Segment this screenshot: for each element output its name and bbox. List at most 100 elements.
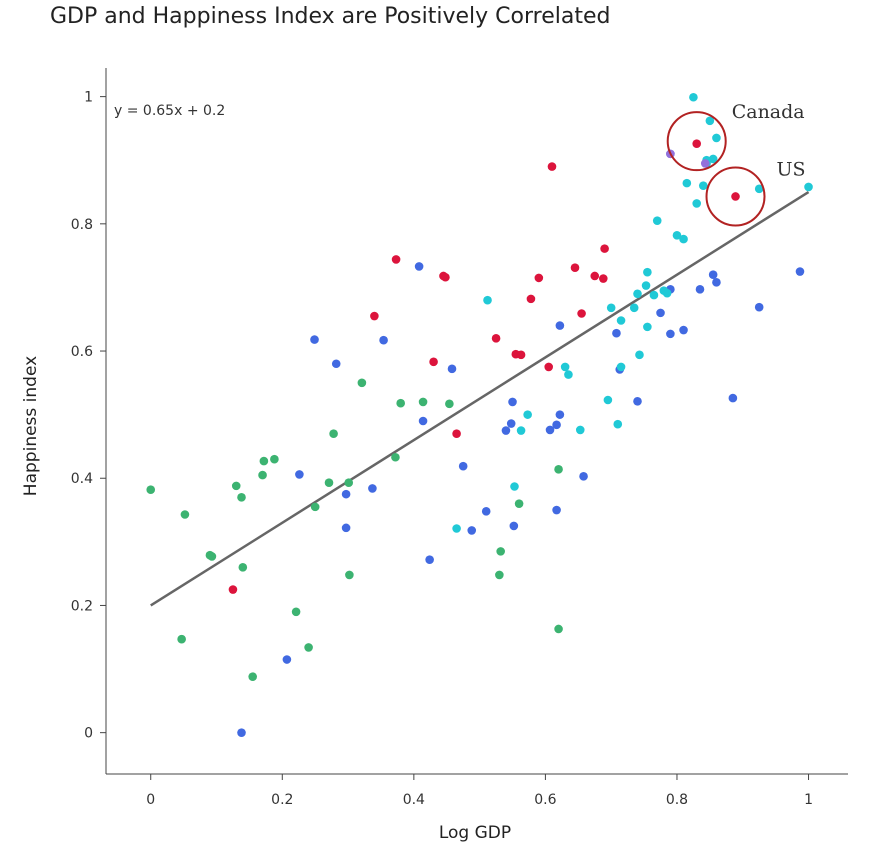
data-point — [496, 547, 505, 556]
y-tick-label: 0.8 — [71, 217, 93, 233]
annotation-circle — [666, 111, 727, 172]
data-point — [708, 270, 718, 280]
trendline-equation: y = 0.65x + 0.2 — [114, 103, 225, 119]
data-point — [258, 470, 267, 480]
data-point — [467, 526, 477, 535]
data-point — [795, 267, 805, 276]
data-point — [391, 255, 401, 264]
data-point — [270, 454, 279, 464]
data-point — [545, 425, 555, 435]
data-point — [248, 672, 257, 681]
data-point — [708, 154, 718, 164]
data-point — [662, 288, 672, 298]
data-point — [329, 429, 338, 439]
annotation-label: Canada — [732, 101, 805, 123]
data-point — [616, 362, 626, 372]
data-point — [641, 281, 651, 290]
chart-title: GDP and Happiness Index are Positively C… — [50, 4, 611, 29]
data-point — [712, 278, 721, 287]
y-tick-label: 0.2 — [71, 598, 93, 614]
data-point — [705, 116, 715, 126]
data-point — [555, 321, 565, 330]
y-axis-title: Happiness index — [21, 356, 41, 496]
x-tick-label: 0 — [146, 792, 155, 808]
annotation-label: US — [777, 158, 806, 180]
data-point — [418, 397, 428, 407]
data-point — [613, 419, 623, 429]
data-point — [429, 357, 438, 367]
data-point — [616, 316, 626, 325]
data-point — [509, 521, 519, 531]
data-point — [672, 230, 682, 240]
data-point — [516, 426, 526, 435]
data-point — [483, 295, 492, 305]
data-point — [396, 398, 405, 408]
data-point — [282, 655, 292, 664]
data-point — [447, 364, 457, 374]
data-point — [458, 461, 468, 471]
data-point — [754, 184, 764, 194]
data-point — [600, 244, 609, 253]
data-point — [514, 499, 524, 508]
data-point — [649, 290, 659, 300]
annotation-circle — [705, 166, 766, 227]
data-point — [310, 335, 319, 344]
y-tick-label: 0.4 — [71, 471, 93, 487]
trendline-layer: y = 0.65x + 0.2 — [114, 103, 810, 607]
data-point — [534, 273, 544, 283]
x-tick-label: 1 — [804, 792, 813, 808]
data-point — [656, 308, 665, 318]
data-point — [259, 456, 269, 466]
data-point — [506, 419, 516, 428]
data-point — [304, 643, 313, 652]
data-point — [344, 478, 354, 487]
axes: 0 0.2 0.4 0.6 0.8 1 0 0.2 0.4 0.6 0.8 1 Log GDP Happi… — [21, 68, 848, 843]
data-point — [577, 309, 586, 318]
data-point — [689, 92, 698, 102]
data-point — [391, 452, 400, 462]
y-tick-label: 1 — [84, 90, 93, 106]
data-point — [554, 465, 563, 474]
data-point — [804, 182, 813, 192]
data-point — [612, 328, 621, 338]
data-point — [341, 523, 351, 533]
data-point — [544, 362, 554, 372]
data-point — [516, 350, 526, 360]
data-point — [652, 216, 662, 225]
data-point — [495, 570, 504, 580]
data-point — [712, 133, 721, 143]
data-point — [177, 634, 186, 644]
data-point — [698, 181, 708, 190]
data-point — [700, 159, 710, 168]
data-point — [603, 395, 613, 405]
annotation-layer: Canada US — [666, 101, 806, 227]
data-point — [731, 192, 740, 201]
data-point — [228, 585, 238, 594]
data-point — [379, 335, 388, 345]
data-point — [523, 410, 532, 419]
data-point — [180, 510, 190, 519]
data-point — [643, 322, 652, 332]
data-point — [560, 362, 570, 372]
data-point — [370, 311, 379, 321]
data-point — [231, 481, 241, 491]
data-point — [682, 178, 692, 188]
data-point — [564, 370, 573, 379]
data-point — [547, 162, 557, 171]
data-point — [643, 267, 652, 277]
data-point — [357, 378, 367, 388]
data-point — [207, 552, 217, 561]
x-tick-label: 0.2 — [271, 792, 293, 808]
data-point — [425, 555, 434, 564]
data-point — [633, 396, 642, 406]
data-point — [414, 262, 424, 271]
data-point — [441, 272, 450, 282]
data-point — [590, 271, 600, 281]
data-point — [575, 425, 585, 435]
data-point — [237, 728, 246, 737]
data-point — [501, 426, 511, 435]
data-point — [331, 359, 341, 369]
data-point — [598, 274, 608, 283]
data-point — [692, 199, 702, 208]
data-point — [695, 285, 705, 294]
